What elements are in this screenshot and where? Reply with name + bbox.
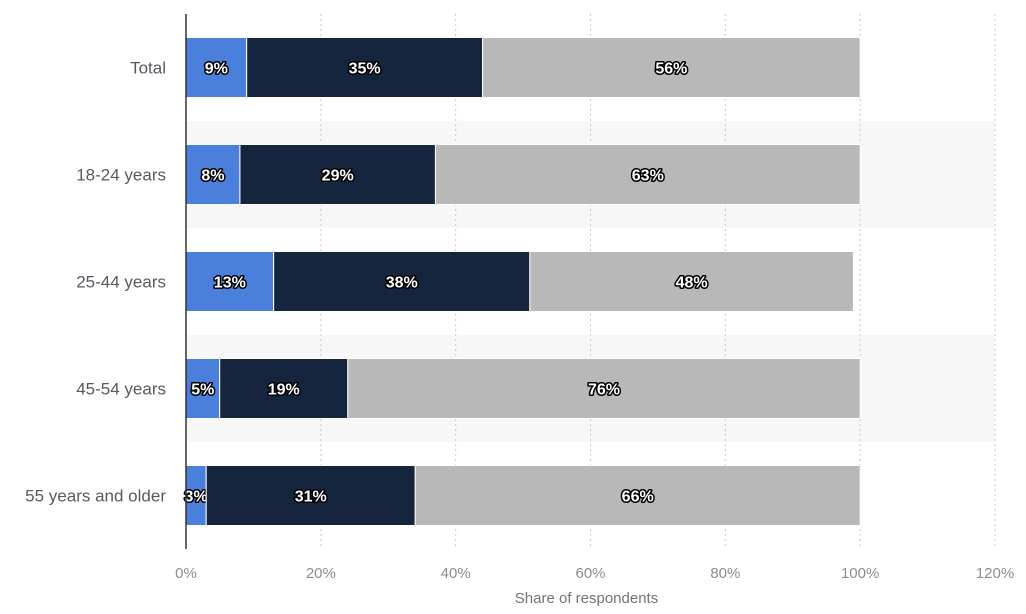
data-label: 3% bbox=[185, 489, 208, 506]
data-label: 76% bbox=[588, 382, 620, 399]
x-axis-title: Share of respondents bbox=[515, 590, 658, 607]
bar-segment bbox=[219, 358, 349, 419]
data-label: 56% bbox=[655, 61, 687, 78]
bar-segment bbox=[529, 251, 854, 312]
data-label: 66% bbox=[622, 489, 654, 506]
bar-segment bbox=[414, 465, 861, 526]
data-label: 8% bbox=[201, 168, 224, 185]
data-label: 9% bbox=[205, 61, 228, 78]
data-label: 29% bbox=[322, 168, 354, 185]
bar-segment bbox=[482, 37, 861, 98]
category-label: 45-54 years bbox=[76, 380, 166, 399]
category-label: 18-24 years bbox=[76, 166, 166, 185]
category-label: 25-44 years bbox=[76, 273, 166, 292]
data-label: 38% bbox=[386, 275, 418, 292]
x-tick-label: 120% bbox=[976, 565, 1014, 582]
data-label: 19% bbox=[268, 382, 300, 399]
category-label: 55 years and older bbox=[25, 487, 166, 506]
x-tick-label: 80% bbox=[710, 565, 740, 582]
bar-segment bbox=[246, 37, 484, 98]
bar-segment bbox=[347, 358, 861, 419]
bar-segment bbox=[185, 251, 275, 312]
x-tick-label: 20% bbox=[306, 565, 336, 582]
x-tick-label: 100% bbox=[841, 565, 879, 582]
bar-segment bbox=[205, 465, 416, 526]
x-tick-label: 40% bbox=[441, 565, 471, 582]
data-label: 31% bbox=[295, 489, 327, 506]
category-label: Total bbox=[130, 59, 166, 78]
x-tick-label: 60% bbox=[575, 565, 605, 582]
data-label: 63% bbox=[632, 168, 664, 185]
data-label: 35% bbox=[349, 61, 381, 78]
data-label: 48% bbox=[676, 275, 708, 292]
bar-segment bbox=[434, 144, 861, 205]
data-label: 13% bbox=[214, 275, 246, 292]
bar-segment bbox=[273, 251, 531, 312]
x-tick-label: 0% bbox=[175, 565, 197, 582]
data-label: 5% bbox=[191, 382, 214, 399]
